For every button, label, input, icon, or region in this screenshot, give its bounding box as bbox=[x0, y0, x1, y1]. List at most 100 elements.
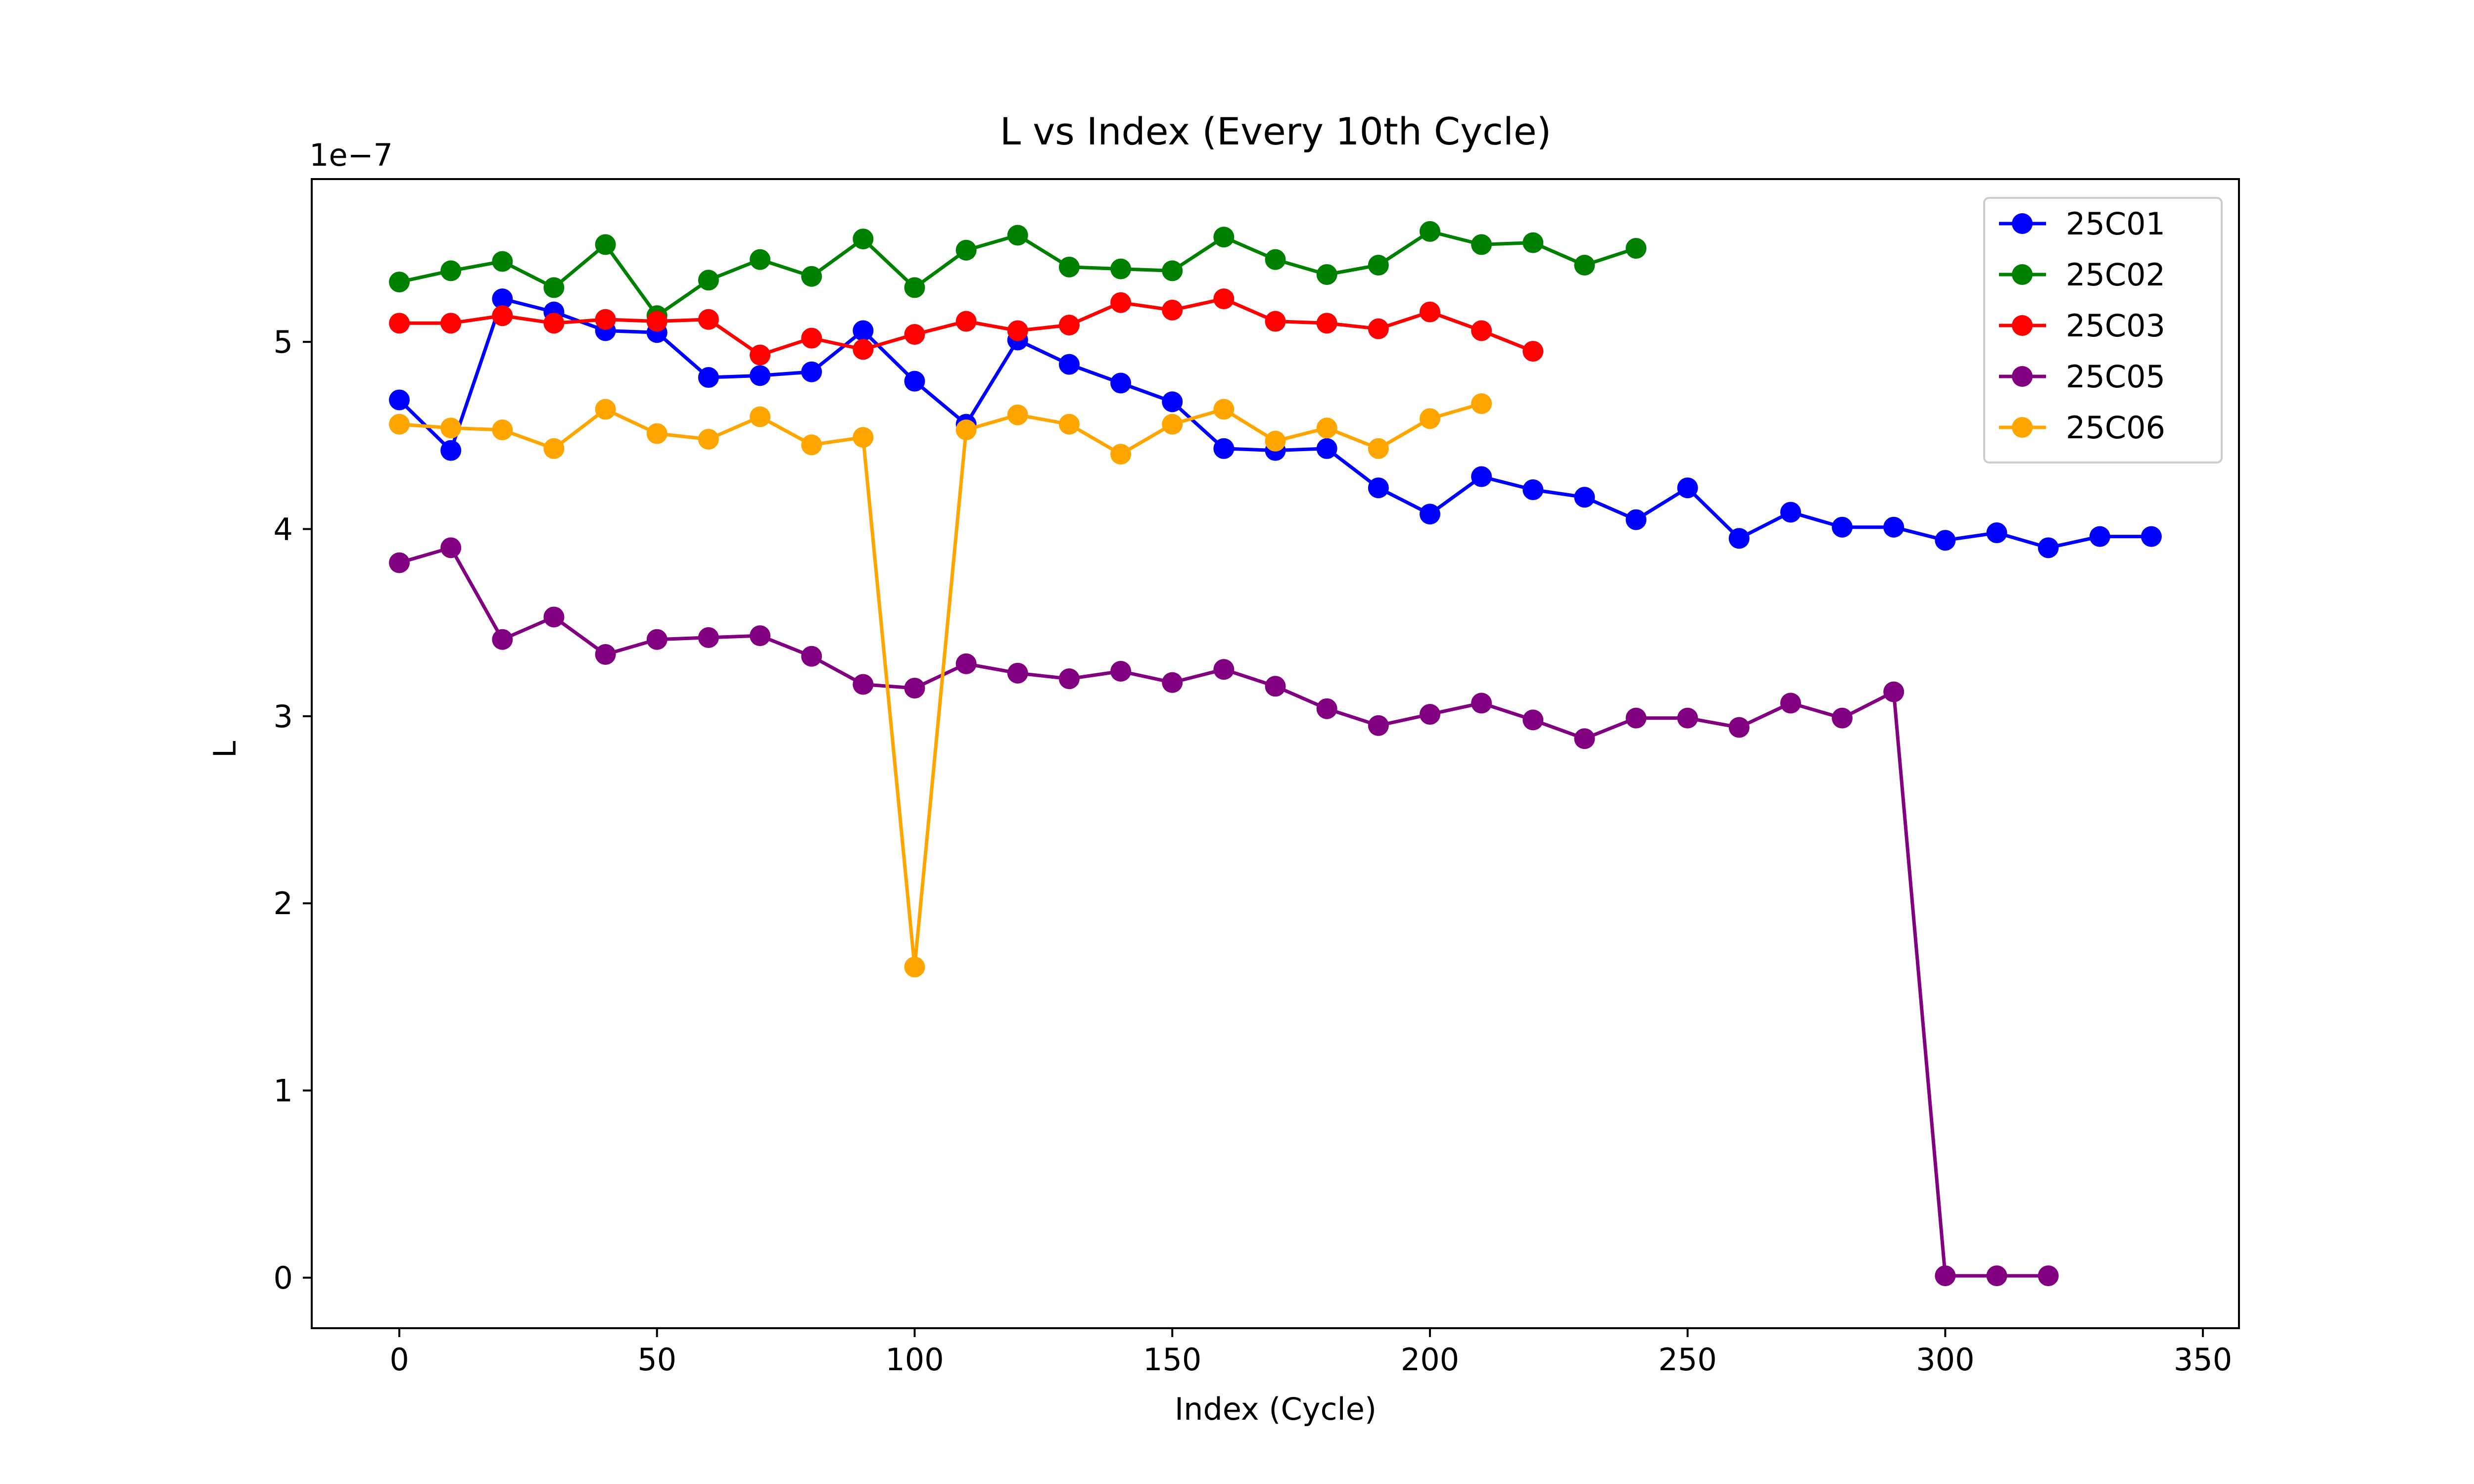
data-point-25C05 bbox=[1677, 707, 1698, 729]
data-point-25C01 bbox=[1935, 530, 1956, 551]
data-point-25C05 bbox=[440, 537, 462, 558]
data-point-25C02 bbox=[698, 270, 719, 291]
data-point-25C02 bbox=[1419, 221, 1440, 242]
data-point-25C02 bbox=[955, 239, 977, 261]
data-point-25C03 bbox=[543, 313, 565, 334]
data-point-25C06 bbox=[492, 419, 513, 440]
data-point-25C05 bbox=[1625, 707, 1647, 729]
data-point-25C02 bbox=[595, 234, 616, 255]
legend-marker-25C06 bbox=[2012, 417, 2033, 438]
data-point-25C01 bbox=[1368, 477, 1389, 499]
y-tick-label: 5 bbox=[274, 324, 293, 360]
data-point-25C05 bbox=[1883, 681, 1904, 702]
data-point-25C05 bbox=[1162, 672, 1183, 693]
data-point-25C01 bbox=[801, 361, 822, 382]
data-point-25C03 bbox=[1213, 288, 1235, 310]
data-point-25C03 bbox=[1265, 311, 1286, 332]
data-point-25C03 bbox=[1058, 315, 1080, 336]
data-point-25C02 bbox=[1213, 227, 1235, 248]
data-point-25C06 bbox=[1419, 408, 1440, 429]
data-point-25C02 bbox=[543, 277, 565, 298]
legend-marker-25C01 bbox=[2012, 213, 2033, 234]
data-point-25C05 bbox=[1265, 676, 1286, 697]
data-point-25C06 bbox=[1058, 414, 1080, 435]
data-point-25C01 bbox=[1419, 504, 1440, 525]
data-point-25C03 bbox=[1471, 320, 1492, 341]
data-point-25C06 bbox=[595, 399, 616, 420]
data-point-25C03 bbox=[1110, 292, 1132, 313]
legend-box bbox=[1983, 197, 2223, 464]
data-point-25C05 bbox=[904, 678, 925, 699]
data-point-25C03 bbox=[1162, 299, 1183, 321]
data-point-25C05 bbox=[595, 644, 616, 665]
data-point-25C02 bbox=[1368, 255, 1389, 276]
data-point-25C01 bbox=[750, 365, 771, 386]
data-point-25C06 bbox=[543, 438, 565, 459]
data-point-25C06 bbox=[1368, 438, 1389, 459]
data-point-25C05 bbox=[1728, 717, 1750, 738]
data-point-25C02 bbox=[1162, 260, 1183, 281]
x-tick-label: 250 bbox=[1658, 1342, 1716, 1378]
data-point-25C06 bbox=[1162, 414, 1183, 435]
legend-label-25C06: 25C06 bbox=[2066, 410, 2165, 446]
data-point-25C01 bbox=[904, 371, 925, 392]
data-point-25C06 bbox=[904, 956, 925, 977]
data-point-25C06 bbox=[801, 434, 822, 456]
legend-item-25C03: 25C03 bbox=[1999, 308, 2165, 344]
data-point-25C02 bbox=[1265, 249, 1286, 270]
data-point-25C05 bbox=[955, 653, 977, 674]
data-point-25C03 bbox=[1419, 301, 1440, 323]
data-point-25C06 bbox=[1110, 444, 1132, 465]
data-point-25C03 bbox=[1368, 318, 1389, 339]
data-point-25C02 bbox=[1058, 256, 1080, 278]
data-point-25C03 bbox=[646, 311, 667, 332]
data-point-25C01 bbox=[1832, 516, 1853, 538]
data-point-25C05 bbox=[1007, 662, 1028, 684]
data-point-25C06 bbox=[698, 428, 719, 450]
legend-item-25C06: 25C06 bbox=[1999, 410, 2165, 446]
data-point-25C02 bbox=[1574, 255, 1595, 276]
data-point-25C05 bbox=[492, 629, 513, 650]
data-point-25C03 bbox=[595, 309, 616, 330]
series-25C06 bbox=[389, 393, 1492, 977]
data-point-25C05 bbox=[801, 646, 822, 667]
data-point-25C06 bbox=[646, 423, 667, 444]
data-point-25C03 bbox=[955, 311, 977, 332]
data-point-25C05 bbox=[2038, 1265, 2059, 1287]
legend: 25C01 25C02 25C03 25C05 25C06 bbox=[1983, 197, 2223, 464]
data-point-25C05 bbox=[1780, 693, 1801, 714]
data-point-25C06 bbox=[1471, 393, 1492, 415]
data-point-25C03 bbox=[1007, 320, 1028, 341]
data-point-25C05 bbox=[1574, 728, 1595, 749]
legend-label-25C02: 25C02 bbox=[2066, 257, 2165, 293]
legend-marker-25C03 bbox=[2012, 315, 2033, 336]
chart-title: L vs Index (Every 10th Cycle) bbox=[1000, 109, 1552, 153]
data-point-25C06 bbox=[440, 417, 462, 439]
data-point-25C01 bbox=[1625, 509, 1647, 530]
data-point-25C06 bbox=[1007, 404, 1028, 425]
data-point-25C02 bbox=[1471, 234, 1492, 255]
data-point-25C06 bbox=[955, 419, 977, 440]
data-point-25C03 bbox=[1522, 341, 1544, 362]
series-25C03 bbox=[389, 288, 1544, 366]
data-point-25C06 bbox=[853, 427, 874, 448]
data-point-25C01 bbox=[698, 367, 719, 388]
data-point-25C06 bbox=[1213, 399, 1235, 420]
legend-item-25C05: 25C05 bbox=[1999, 359, 2165, 395]
x-tick-label: 350 bbox=[2174, 1342, 2232, 1378]
data-point-25C03 bbox=[904, 324, 925, 345]
data-point-25C01 bbox=[389, 389, 410, 411]
data-point-25C03 bbox=[492, 305, 513, 326]
legend-label-25C01: 25C01 bbox=[2066, 206, 2165, 242]
data-point-25C06 bbox=[750, 406, 771, 427]
y-tick-label: 1 bbox=[274, 1073, 293, 1109]
y-axis-offset-label: 1e−7 bbox=[309, 137, 393, 173]
x-tick-label: 50 bbox=[637, 1342, 676, 1378]
x-tick-label: 200 bbox=[1401, 1342, 1459, 1378]
data-point-25C05 bbox=[1986, 1265, 2007, 1287]
data-point-25C01 bbox=[2038, 537, 2059, 558]
axes-frame bbox=[311, 178, 2240, 1329]
x-tick-label: 0 bbox=[389, 1342, 409, 1378]
